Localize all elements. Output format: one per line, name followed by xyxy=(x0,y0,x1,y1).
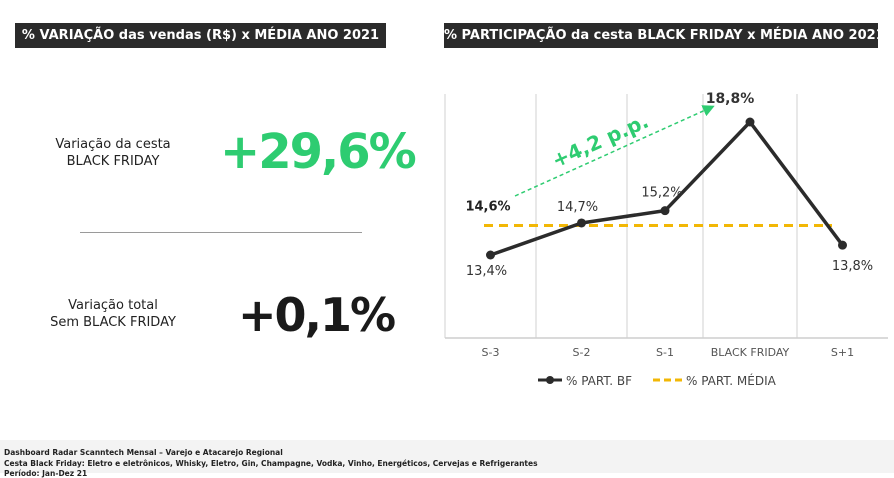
bf-series-point xyxy=(660,206,670,216)
bf-series-point xyxy=(486,250,495,260)
legend-average-label: % PART. MÉDIA xyxy=(686,373,777,388)
bf-series-point xyxy=(745,117,755,127)
bf-data-label: 14,7% xyxy=(557,200,598,215)
kpi-black-friday-value: +29,6% xyxy=(220,124,417,180)
bf-data-label: 15,2% xyxy=(641,186,682,201)
bf-series-point xyxy=(838,240,847,250)
average-data-label: 14,6% xyxy=(465,199,510,214)
x-tick-label: S-3 xyxy=(482,346,500,359)
left-panel-header: % VARIAÇÃO das vendas (R$) x MÉDIA ANO 2… xyxy=(15,23,386,48)
legend-bf-label: % PART. BF xyxy=(566,374,632,388)
kpi-total-label-line2: Sem BLACK FRIDAY xyxy=(50,315,176,330)
bf-data-label: 13,4% xyxy=(466,264,507,279)
bf-data-label: 13,8% xyxy=(832,259,873,274)
legend-bf-marker xyxy=(546,376,554,384)
footer-source: Dashboard Radar Scanntech Mensal – Varej… xyxy=(4,448,283,457)
bf-data-label: 18,8% xyxy=(706,91,755,107)
x-tick-label: S+1 xyxy=(831,346,854,359)
x-tick-label: S-2 xyxy=(573,346,591,359)
footer-period: Período: Jan-Dez 21 xyxy=(4,469,88,478)
right-panel-header: % PARTICIPAÇÃO da cesta BLACK FRIDAY x M… xyxy=(444,23,878,48)
footer xyxy=(0,440,894,473)
kpi-black-friday-label: Variação da cesta BLACK FRIDAY xyxy=(13,136,213,170)
participation-chart: S-3 S-2 S-1 BLACK FRIDAY S+1 13,4% 14,7% 15,2% 1… xyxy=(444,91,888,388)
footer-basket: Cesta Black Friday: Eletro e eletrônicos… xyxy=(4,459,538,468)
bf-series-point xyxy=(577,218,586,228)
kpi-total-label: Variação total Sem BLACK FRIDAY xyxy=(13,297,213,331)
kpi-total-label-line1: Variação total xyxy=(68,298,158,313)
x-tick-label: BLACK FRIDAY xyxy=(711,346,790,359)
annotation-arrow xyxy=(514,105,715,197)
x-tick-label: S-1 xyxy=(656,346,674,359)
kpi-black-friday-label-line2: BLACK FRIDAY xyxy=(66,154,160,169)
kpi-black-friday-label-line1: Variação da cesta xyxy=(55,137,171,152)
kpi-divider xyxy=(80,232,362,233)
kpi-total-value: +0,1% xyxy=(238,288,396,342)
